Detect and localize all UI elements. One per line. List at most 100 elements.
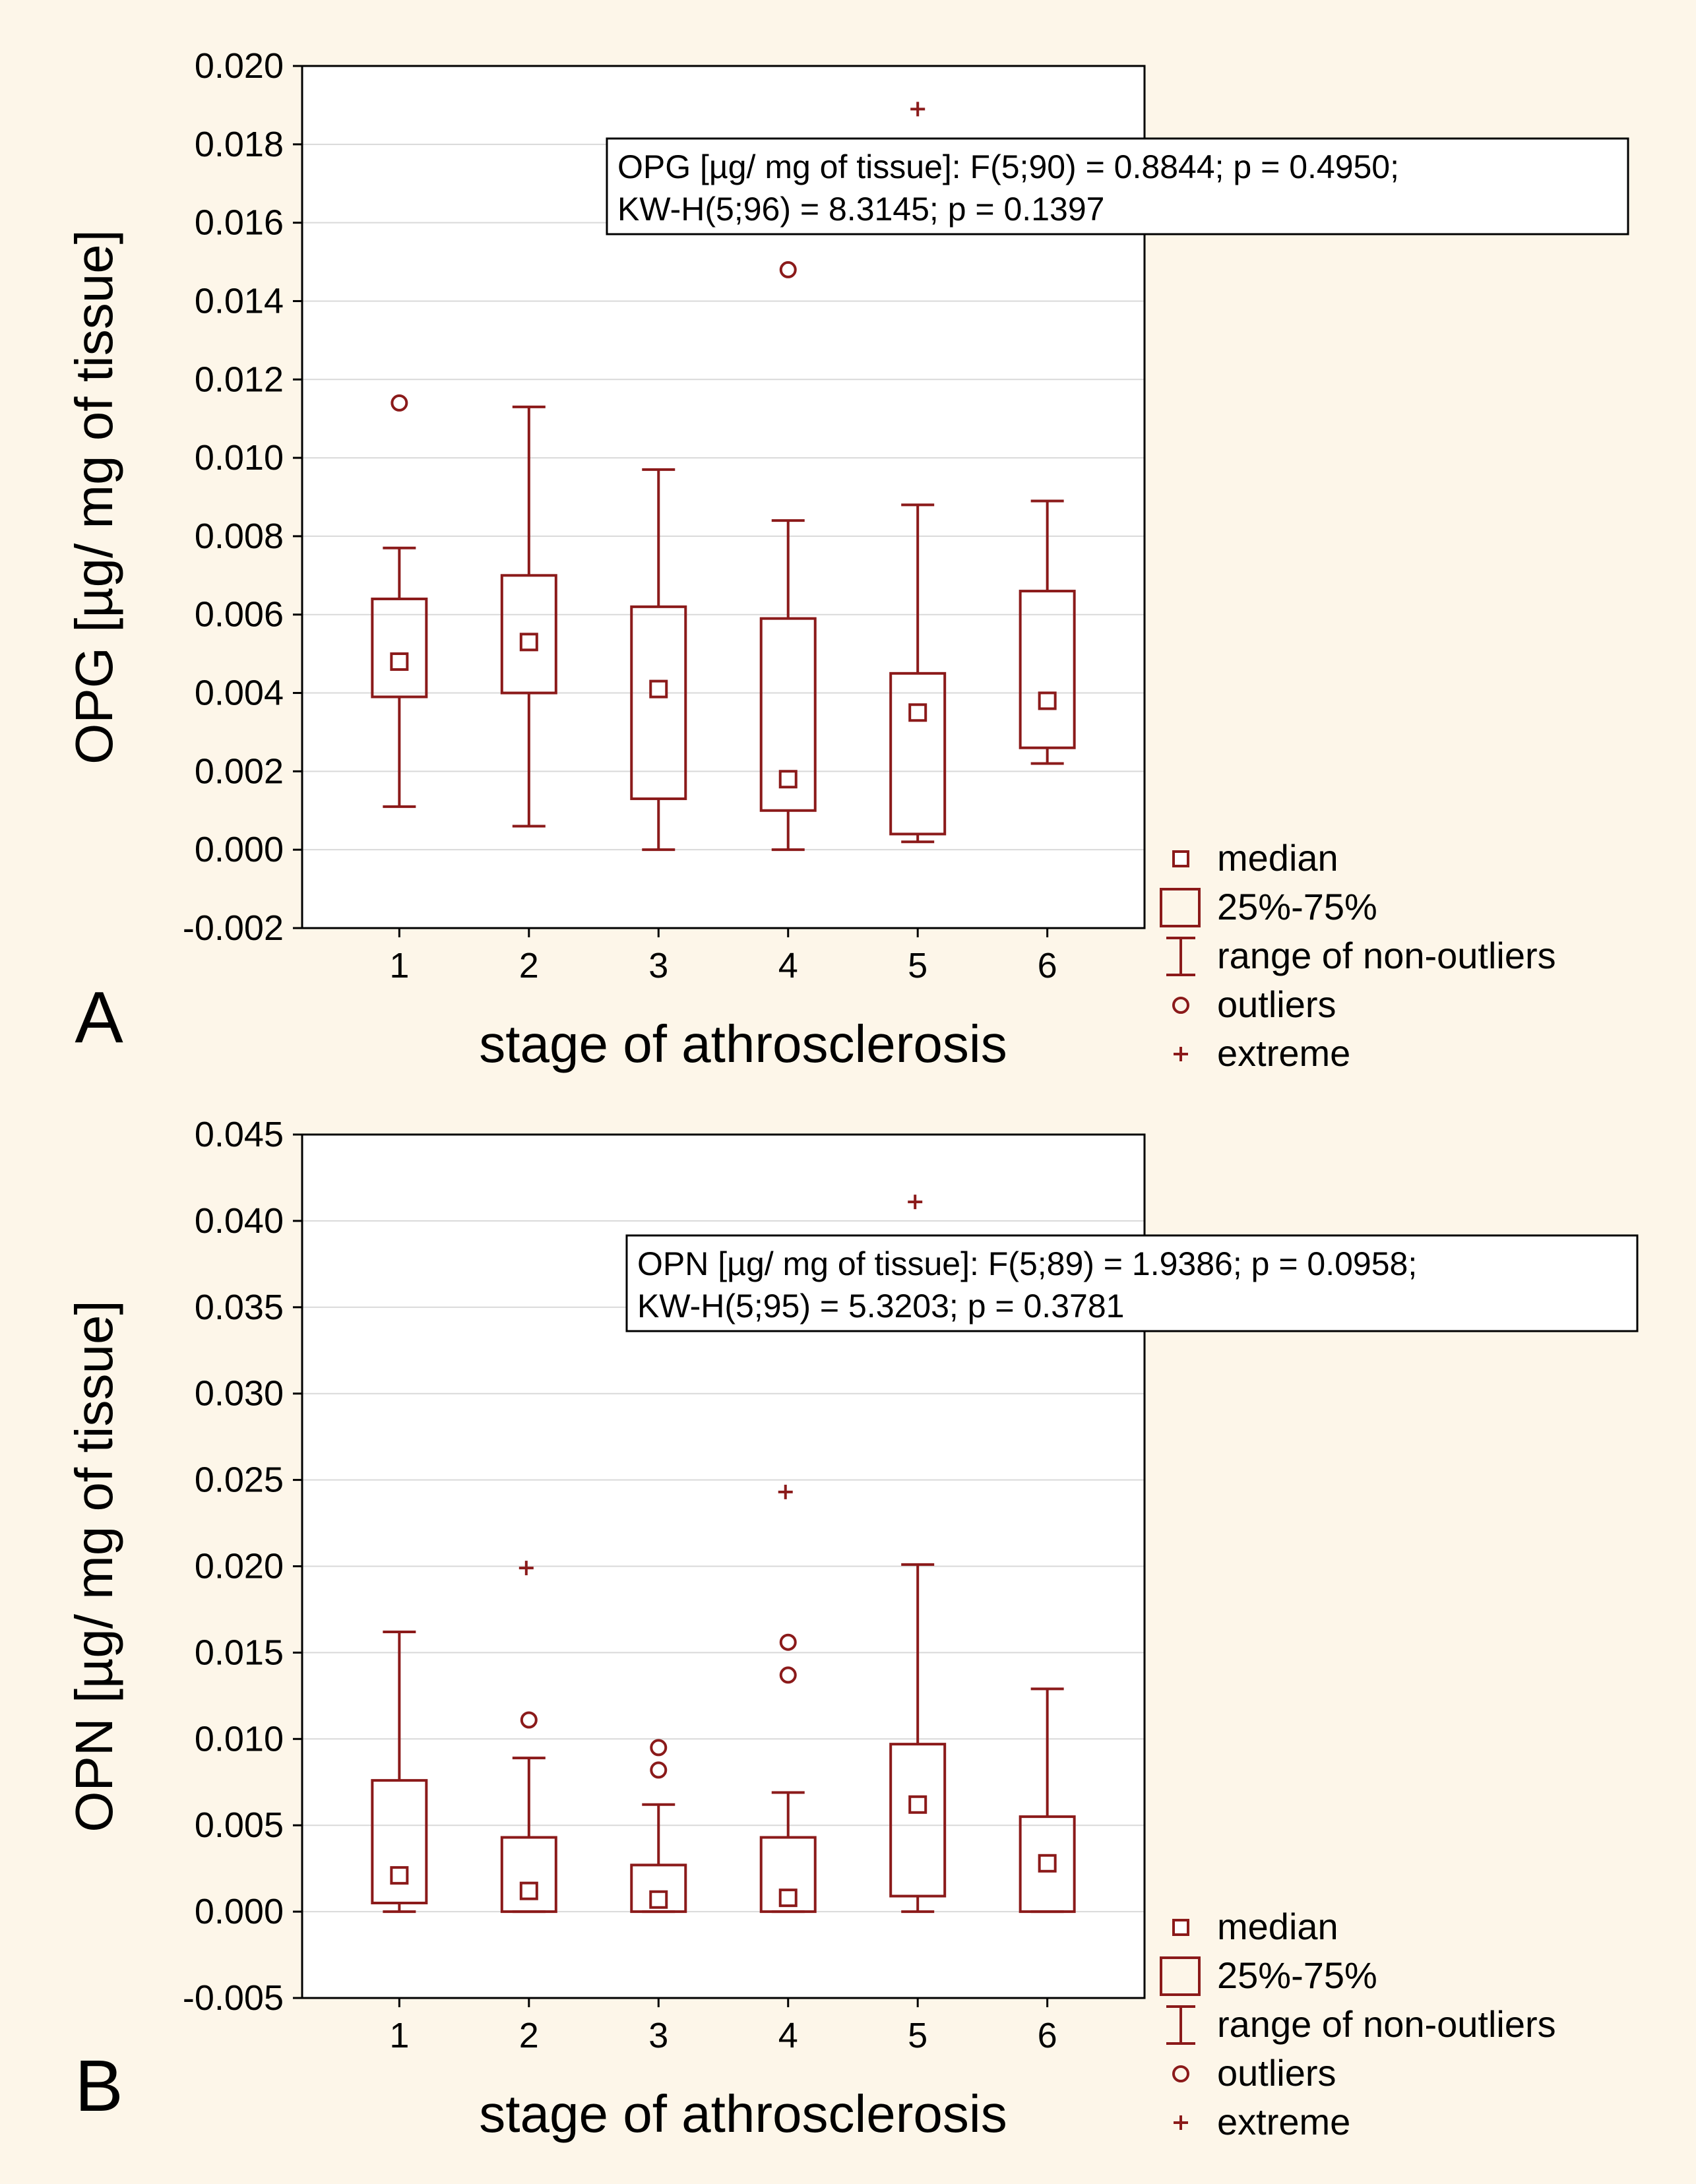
iqr-box (371, 1779, 428, 1905)
legend-box-label: 25%-75% (1217, 886, 1377, 927)
outlier-point (391, 394, 408, 412)
iqr-box (759, 617, 817, 812)
y-tick-label: 0.010 (195, 438, 284, 478)
iqr-box (759, 1836, 817, 1914)
stats-box (625, 1234, 1639, 1332)
panel-letter: A (75, 977, 123, 1058)
box-stage-5 (889, 102, 947, 844)
x-tick-label: 4 (778, 2016, 798, 2055)
y-tick-label: 0.006 (195, 595, 284, 635)
y-tick-label: -0.005 (183, 1978, 284, 2018)
median-marker (519, 633, 538, 652)
iqr-box (630, 1863, 687, 1914)
plot-frame (301, 65, 1146, 929)
legend-extreme-symbol (1174, 2115, 1188, 2130)
legend-median-symbol (1172, 1919, 1189, 1936)
legend-range-symbol (1166, 2005, 1195, 2045)
x-tick-label: 2 (519, 2016, 539, 2055)
extreme-point (908, 1195, 923, 1210)
stats-line-2: KW-H(5;95) = 5.3203; p = 0.3781 (637, 1288, 1124, 1325)
stats-line-2: KW-H(5;96) = 8.3145; p = 0.1397 (617, 191, 1104, 228)
legend-extreme-label: extreme (1217, 1032, 1350, 1074)
y-tick-label: 0.045 (195, 1115, 284, 1154)
median-marker (1038, 1854, 1057, 1873)
median-marker (519, 1881, 538, 1900)
legend-range-label: range of non-outliers (1217, 2003, 1556, 2045)
box-stage-4 (759, 261, 817, 852)
y-tick-label: 0.025 (195, 1460, 284, 1500)
box-stage-2 (500, 1561, 557, 1914)
legend-outlier-label: outliers (1217, 983, 1336, 1025)
x-tick-label: 5 (908, 2016, 927, 2055)
stats-line-1: OPN [µg/ mg of tissue]: F(5;89) = 1.9386… (637, 1245, 1417, 1282)
x-tick-label: 5 (908, 946, 927, 985)
x-tick-label: 6 (1038, 2016, 1057, 2055)
median-marker (908, 1795, 927, 1814)
y-tick-label: 0.030 (195, 1374, 284, 1414)
median-marker (1038, 691, 1057, 710)
iqr-box (500, 1836, 557, 1914)
outlier-point (779, 261, 797, 278)
y-tick-label: 0.008 (195, 516, 284, 556)
median-marker (649, 1890, 668, 1909)
legend-outlier-symbol (1172, 997, 1189, 1014)
iqr-box (371, 597, 428, 699)
iqr-box (500, 574, 557, 695)
y-tick-label: 0.040 (195, 1201, 284, 1241)
stats-line-1: OPG [µg/ mg of tissue]: F(5;90) = 0.8844… (617, 148, 1399, 185)
extreme-point (518, 1561, 534, 1576)
y-tick-label: 0.016 (195, 203, 284, 243)
panel-b: 0.045 0.040 0.035 0.030 0.025 0.020 0.015 0.010… (65, 1115, 1639, 2143)
median-marker (908, 703, 927, 722)
legend-median-label: median (1217, 837, 1338, 879)
box-stage-6 (1019, 1687, 1076, 1914)
y-tick-label: 0.004 (195, 673, 284, 713)
legend-median-label: median (1217, 1906, 1338, 1947)
legend-median-symbol (1172, 850, 1189, 867)
median-marker (649, 679, 668, 699)
legend: median 25%-75% range of non-outliers outlie… (1160, 837, 1556, 1074)
iqr-box (889, 671, 947, 836)
outlier-point (779, 1633, 797, 1651)
panel-letter: B (75, 2045, 123, 2127)
y-tick-label: 0.015 (195, 1633, 284, 1672)
legend-extreme-label: extreme (1217, 2101, 1350, 2142)
y-tick-label: 0.018 (195, 125, 284, 164)
box-stage-6 (1019, 499, 1076, 765)
y-tick-label: 0.000 (195, 830, 284, 869)
y-tick-label: 0.020 (195, 1547, 284, 1586)
legend-box-symbol (1160, 1956, 1201, 1996)
legend-outlier-symbol (1172, 2065, 1189, 2082)
y-tick-label: 0.002 (195, 751, 284, 791)
y-tick-label: 0.000 (195, 1892, 284, 1931)
box-stage-2 (500, 405, 557, 828)
x-axis-label: stage of athrosclerosis (479, 2084, 1007, 2143)
x-tick-label: 6 (1038, 946, 1057, 985)
y-tick-label: 0.012 (195, 359, 284, 399)
x-tick-label: 4 (778, 946, 798, 985)
y-axis-label: OPN [µg/ mg of tissue] (65, 1300, 123, 1832)
legend-range-label: range of non-outliers (1217, 935, 1556, 976)
x-tick-label: 1 (389, 946, 409, 985)
box-stage-1 (371, 394, 428, 808)
y-tick-label: 0.035 (195, 1288, 284, 1327)
legend-box-label: 25%-75% (1217, 1954, 1377, 1996)
outlier-point (650, 1761, 668, 1779)
iqr-box (1019, 1815, 1076, 1914)
plot-frame (301, 1133, 1146, 1999)
x-tick-label: 3 (648, 946, 668, 985)
x-tick-label: 2 (519, 946, 539, 985)
median-marker (778, 1888, 798, 1908)
legend-outlier-label: outliers (1217, 2052, 1336, 2094)
iqr-box (1019, 590, 1076, 749)
y-tick-label: 0.014 (195, 281, 284, 321)
y-tick-label: 0.005 (195, 1805, 284, 1845)
legend-extreme-symbol (1174, 1047, 1188, 1061)
legend: median 25%-75% range of non-outliers outlie… (1160, 1906, 1556, 2142)
extreme-point (778, 1484, 793, 1499)
stats-box (606, 137, 1629, 235)
iqr-box (889, 1743, 947, 1898)
outlier-point (520, 1711, 538, 1729)
outlier-point (650, 1739, 668, 1757)
